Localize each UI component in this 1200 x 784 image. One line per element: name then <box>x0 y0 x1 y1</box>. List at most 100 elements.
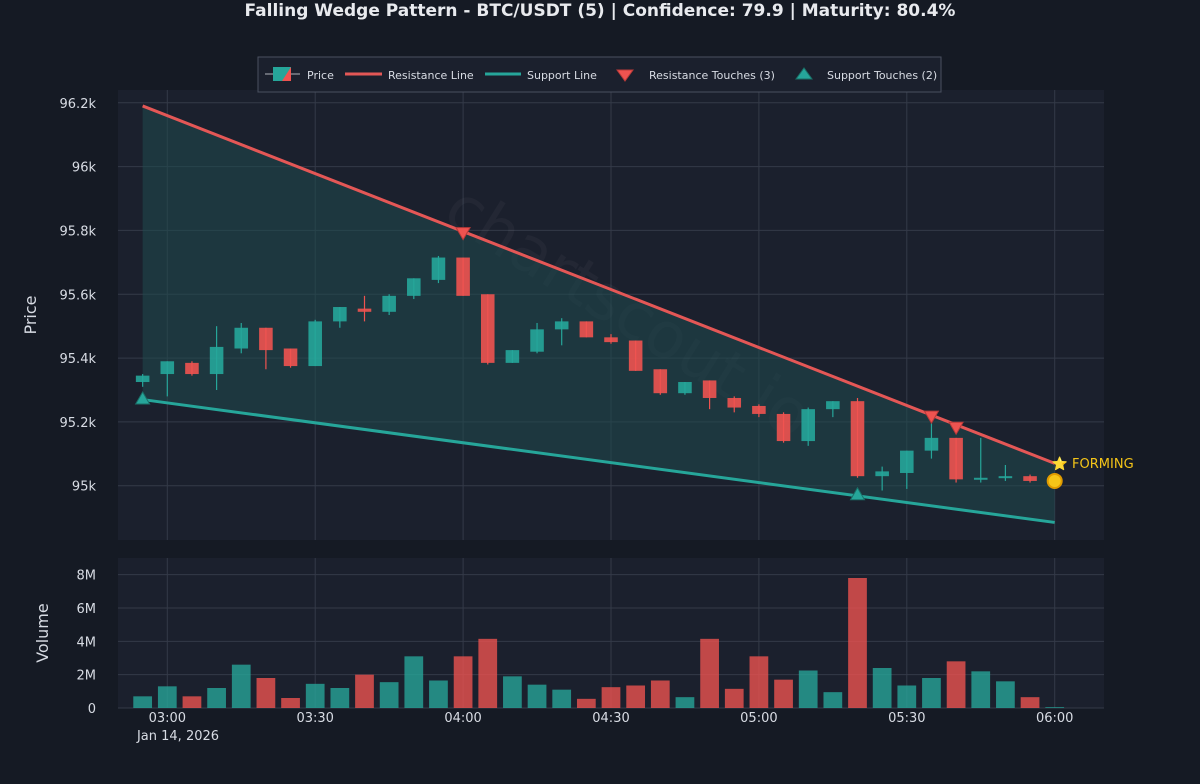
candle-body <box>850 401 865 477</box>
volume-y-ticks: 0 2M 4M 6M 8M <box>77 569 97 717</box>
volume-bar <box>453 656 473 708</box>
volume-y-tick-label: 0 <box>88 702 96 717</box>
candle <box>333 307 347 328</box>
candle-body <box>554 321 569 330</box>
price-y-tick-label: 95.6k <box>60 288 97 303</box>
candle <box>530 322 544 354</box>
candle <box>924 423 939 459</box>
candle <box>1023 474 1037 483</box>
volume-bar <box>379 682 399 708</box>
candle <box>431 255 446 284</box>
legend-item-price[interactable]: Price <box>265 67 334 82</box>
x-tick-label: 03:30 <box>296 711 333 726</box>
candle-body <box>185 362 199 375</box>
candle-body <box>678 382 692 394</box>
candle <box>407 278 421 300</box>
volume-y-tick-label: 2M <box>77 669 97 684</box>
candle-body <box>234 327 249 349</box>
candle <box>357 295 372 322</box>
price-y-tick-label: 96k <box>72 161 97 176</box>
candle-body <box>407 278 421 296</box>
volume-bar <box>182 696 202 708</box>
candle <box>653 369 668 395</box>
candle-body <box>135 375 150 383</box>
candle <box>160 361 175 397</box>
support-touch-marker <box>134 390 151 405</box>
volume-bar <box>872 668 892 708</box>
x-tick-label: 05:00 <box>740 711 777 726</box>
volume-bar <box>576 698 596 708</box>
legend-triangle-up-icon <box>795 67 813 80</box>
chart-title: Falling Wedge Pattern - BTC/USDT (5) | C… <box>245 1 956 21</box>
price-y-tick-label: 95k <box>72 480 97 495</box>
volume-bar <box>157 686 177 708</box>
support-line <box>142 398 1055 524</box>
price-y-tick-label: 95.4k <box>60 352 97 367</box>
candle <box>801 407 815 446</box>
volume-bar <box>971 671 991 708</box>
candle-body <box>209 346 224 375</box>
candle-body <box>505 350 520 363</box>
candle-body <box>702 380 717 398</box>
legend-item-resistance-touches[interactable]: Resistance Touches (3) <box>616 69 775 82</box>
price-y-ticks: 95k 95.2k 95.4k 95.6k 95.8k 96k 96.2k <box>60 97 97 495</box>
x-axis-ticks: 03:00 03:30 04:00 04:30 05:00 05:30 06:00 <box>149 711 1074 726</box>
candle <box>135 374 150 387</box>
candle <box>554 318 569 346</box>
volume-bar <box>749 656 769 708</box>
candle <box>505 350 520 363</box>
legend-item-support[interactable]: Support Line <box>485 69 597 82</box>
volume-bar <box>429 680 448 708</box>
candle-body <box>998 476 1013 479</box>
candle-body <box>259 327 273 351</box>
volume-bar <box>133 696 153 708</box>
volume-bar <box>503 676 522 708</box>
legend-item-resistance[interactable]: Resistance Line <box>345 69 474 82</box>
candle <box>752 404 766 418</box>
candle <box>850 397 865 478</box>
volume-bar <box>330 688 350 708</box>
volume-bar <box>207 688 226 708</box>
candle <box>382 294 396 315</box>
volume-bar <box>626 685 646 708</box>
volume-bar <box>650 680 670 708</box>
resistance-touch-marker <box>455 227 471 241</box>
volume-bar <box>774 679 793 708</box>
x-tick-label: 04:30 <box>592 711 629 726</box>
x-axis-date-label: Jan 14, 2026 <box>136 729 219 744</box>
candle <box>259 327 273 370</box>
touch-markers <box>134 227 964 501</box>
candle-body <box>333 307 347 322</box>
volume-bar <box>404 656 424 708</box>
volume-y-tick-label: 4M <box>77 635 97 650</box>
volume-bar <box>922 678 941 708</box>
candle-body <box>357 308 372 312</box>
legend-item-support-touches[interactable]: Support Touches (2) <box>795 67 937 82</box>
candle <box>702 380 717 410</box>
candle <box>456 257 470 296</box>
volume-bar <box>231 664 251 708</box>
candle-body <box>826 401 840 410</box>
volume-bar <box>601 687 621 708</box>
candle-body <box>308 321 322 367</box>
candle <box>678 382 692 395</box>
candle <box>998 465 1013 481</box>
price-y-tick-label: 96.2k <box>60 97 97 112</box>
candle-body <box>283 348 298 367</box>
candle <box>727 396 742 413</box>
candle-body <box>924 437 939 451</box>
volume-y-tick-label: 6M <box>77 602 97 617</box>
legend-label-price: Price <box>307 69 334 82</box>
volume-bar <box>355 674 374 708</box>
x-tick-label: 04:00 <box>444 711 481 726</box>
candle <box>900 450 914 489</box>
volume-bar <box>256 678 276 708</box>
volume-bar <box>798 670 818 708</box>
candle <box>209 326 224 390</box>
candle <box>185 361 199 376</box>
legend-label-support-touches: Support Touches (2) <box>827 69 937 82</box>
volume-bar <box>1020 697 1040 708</box>
current-price-marker <box>1046 472 1063 489</box>
volume-bar <box>700 638 719 708</box>
